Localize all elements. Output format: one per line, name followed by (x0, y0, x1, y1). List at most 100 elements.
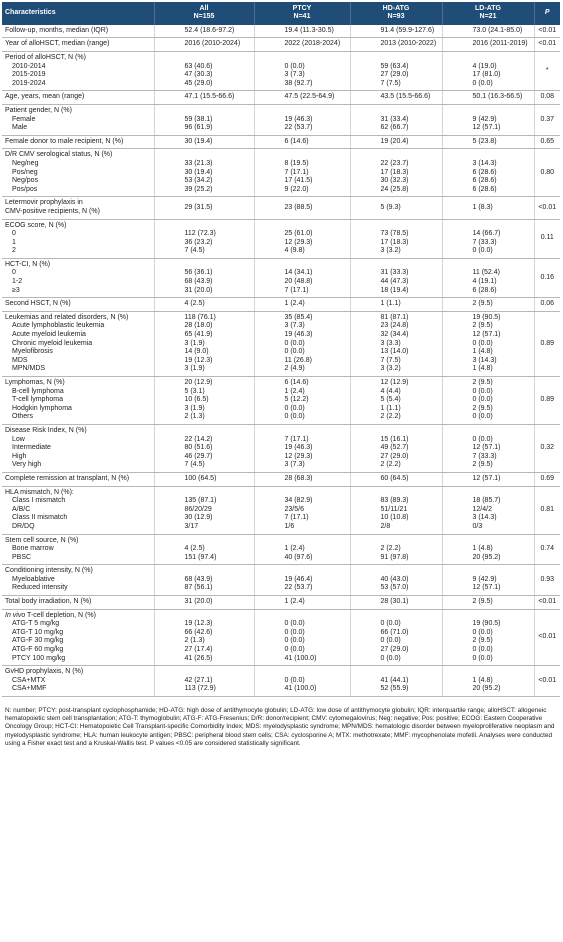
row-label-text: Letermovir prophylaxis in (5, 199, 83, 207)
row-sublabel: B-cell lymphoma (12, 387, 64, 395)
header-text: N=41 (293, 13, 311, 21)
cell-ld: 5 (23.8) (442, 135, 535, 150)
cell-ld: 2 (9.5) (442, 297, 535, 312)
cell-value: 10 (10.8) (380, 514, 409, 522)
cell-hd: 73 (78.5) 17 (18.3) 3 (3.2) (350, 219, 443, 259)
cell-all: 31 (20.0) (154, 595, 255, 610)
row-label: Total body irradiation, N (%) (2, 595, 155, 610)
cell-value (285, 537, 347, 546)
row-sublabel: 2 (12, 247, 16, 255)
table-row: Leukemias and related disorders, N (%) Ac… (2, 311, 560, 378)
cell-value: 2/8 (380, 522, 391, 530)
table-row: HLA mismatch, N (%): Class I mismatch A/B/… (2, 486, 560, 535)
cell-ptcy: 8 (19.5) 7 (17.1) 17 (41.5) 9 (22.0) (254, 148, 351, 198)
cell-all: 118 (76.1) 28 (18.0) 65 (41.9) 3 (1.9) 14 (9… (154, 311, 255, 378)
cell-value: 7 (17.1) (284, 514, 309, 522)
row-sublabel: Class I mismatch (12, 497, 66, 505)
cell-value (381, 612, 439, 621)
cell-value: 7 (17.1) (284, 286, 309, 294)
cell-value: 22 (53.7) (284, 584, 313, 592)
table-row: Age, years, mean (range) 47.1 (15.5-66.6)… (2, 90, 560, 105)
cell-ld: 4 (19.0) 17 (81.0) 0 (0.0) (442, 51, 535, 92)
cell-ptcy: 47.5 (22.5-64.9) (254, 90, 351, 105)
row-label: Follow-up, months, median (IQR) (2, 24, 155, 39)
row-sublabel: 2010-2014 (12, 62, 46, 70)
cell-value: 52.4 (18.6-97.2) (184, 26, 235, 34)
cell-ld: 73.0 (24.1-85.0) (442, 24, 535, 39)
table-row: Lymphomas, N (%) B-cell lymphoma T-cell ly… (2, 376, 560, 425)
row-sublabel: PTCY 100 mg/kg (12, 654, 66, 662)
cell-value (473, 489, 531, 498)
cell-hd: 40 (43.0) 53 (57.0) (350, 564, 443, 597)
row-sublabel: Bone marrow (12, 545, 54, 553)
row-sublabel: ATG-T 5 mg/kg (12, 620, 60, 628)
cell-value: 3 (1.9) (184, 365, 205, 373)
cell-value: 113 (72.9) (184, 685, 216, 693)
cell-value: 66 (71.0) (380, 628, 409, 636)
cell-ptcy: 1 (2.4) 40 (97.6) (254, 534, 351, 566)
cell-value: 17 (81.0) (472, 71, 501, 79)
cell-value: 1 (2.4) (284, 598, 305, 606)
row-label: Stem cell source, N (%) Bone marrow PBSC (2, 534, 155, 566)
cell-value: 6 (28.6) (472, 286, 497, 294)
row-label: ECOG score, N (%) 0 1 2 (2, 219, 155, 259)
p-value: <0.01 (534, 595, 560, 610)
cell-value: 11 (26.8) (284, 356, 313, 364)
cell-value: 3 (7.3) (284, 322, 305, 330)
cell-value: 19 (90.5) (472, 620, 501, 628)
cell-ptcy: 19.4 (11.3-30.5) (254, 24, 351, 39)
cell-ptcy: 7 (17.1) 19 (46.3) 12 (29.3) 3 (7.3) (254, 424, 351, 473)
cell-value: 3 (7.3) (284, 461, 305, 469)
cell-ptcy: 2022 (2018-2024) (254, 37, 351, 52)
cell-value (185, 567, 251, 576)
row-label-text: D/R CMV serological status, N (%) (5, 151, 113, 159)
cell-value: 7 (7.5) (380, 356, 401, 364)
cell-value: 14 (66.7) (472, 230, 501, 238)
cell-value (381, 489, 439, 498)
cell-value: 24 (25.8) (380, 185, 409, 193)
row-sublabel: Low (12, 435, 25, 443)
cell-ld: 19 (90.5) 0 (0.0) 2 (9.5) 0 (0.0) 0 (0.0) (442, 609, 535, 667)
row-label: Year of alloHSCT, median (range) (2, 37, 155, 52)
cell-value (473, 567, 531, 576)
cell-value (285, 107, 347, 116)
cell-value: 50.1 (16.3-66.5) (472, 93, 523, 101)
cell-value (285, 489, 347, 498)
row-sublabel: Myeloablative (12, 575, 55, 583)
cell-value: 7 (7.5) (380, 79, 401, 87)
cell-value: 32 (34.4) (380, 331, 409, 339)
cell-hd: 43.5 (15.5-66.6) (350, 90, 443, 105)
header-text: Characteristics (5, 9, 56, 17)
cell-value: 59 (38.1) (184, 115, 213, 123)
row-label: Female donor to male recipient, N (%) (2, 135, 155, 150)
table-row: Follow-up, months, median (IQR) 52.4 (18.… (2, 24, 560, 39)
row-label: Lymphomas, N (%) B-cell lymphoma T-cell ly… (2, 376, 155, 425)
cell-value: 34 (82.9) (284, 497, 313, 505)
cell-value: 28 (18.0) (184, 322, 213, 330)
cell-value: 2 (9.5) (472, 598, 493, 606)
cell-ptcy: 0 (0.0) 3 (7.3) 38 (92.7) (254, 51, 351, 92)
cell-value: 151 (97.4) (184, 553, 217, 561)
cell-value: 12 (57.1) (472, 584, 501, 592)
cell-all: 20 (12.9) 5 (3.1) 10 (6.5) 3 (1.9) 2 (1.3) (154, 376, 255, 425)
cell-ptcy: 25 (61.0) 12 (29.3) 4 (9.8) (254, 219, 351, 259)
row-sublabel: MPN/MDS (12, 365, 46, 373)
table-row: HCT-CI, N (%) 0 1-2 ≥3 56 (36.1) 68 (43.9) 31… (2, 258, 560, 299)
cell-value: 91 (97.8) (380, 553, 409, 561)
cell-value: 22 (53.7) (284, 124, 313, 132)
row-sublabel: Neg/neg (12, 159, 39, 167)
row-label-text: Year of alloHSCT, median (range) (5, 40, 110, 48)
cell-hd: 1 (1.1) (350, 297, 443, 312)
cell-value (285, 668, 347, 677)
cell-value: 3 (14.3) (472, 356, 497, 364)
row-label-text: ECOG score, N (%) (5, 221, 67, 229)
cell-value: 23/5/6 (284, 505, 304, 513)
cell-value (381, 261, 439, 270)
table-header: Characteristics All N=155 PTCY N=41 HD-ATG N=9… (2, 2, 560, 25)
cell-value: 14 (9.0) (184, 348, 209, 356)
cell-hd: 60 (64.5) (350, 472, 443, 487)
cell-value: 7 (4.5) (184, 247, 205, 255)
cell-value: 0 (0.0) (284, 637, 305, 645)
cell-value (285, 261, 347, 270)
p-value: 0.81 (534, 486, 560, 535)
